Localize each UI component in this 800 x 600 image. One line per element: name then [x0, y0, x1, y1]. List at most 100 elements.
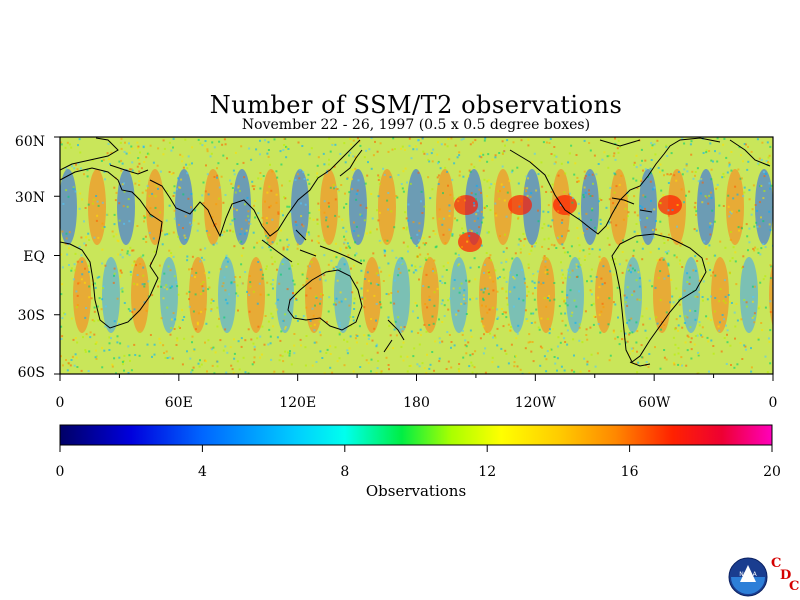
speckle-dot	[262, 223, 265, 226]
noaa-logo-ring	[728, 557, 768, 597]
speckle-dot	[65, 359, 67, 361]
speckle-dot	[454, 252, 457, 255]
speckle-dot	[202, 281, 205, 283]
speckle-dot	[642, 242, 644, 245]
speckle-dot	[281, 184, 283, 187]
speckle-dot	[694, 295, 697, 298]
speckle-dot	[143, 283, 146, 286]
speckle-dot	[241, 282, 244, 285]
speckle-dot	[728, 161, 731, 164]
speckle-dot	[230, 182, 233, 185]
speckle-dot	[677, 347, 680, 350]
speckle-dot	[451, 234, 454, 237]
speckle-dot	[491, 356, 494, 359]
speckle-dot	[188, 290, 191, 293]
speckle-dot	[636, 330, 639, 333]
coast-asia-south	[149, 139, 361, 238]
speckle-dot	[289, 350, 291, 353]
speckle-dot	[329, 366, 332, 369]
speckle-dot	[698, 324, 701, 327]
speckle-dot	[645, 361, 648, 363]
speckle-dot	[583, 139, 586, 142]
speckle-dot	[525, 175, 528, 178]
speckle-dot	[103, 170, 106, 173]
speckle-dot	[585, 328, 588, 331]
speckle-dot	[712, 352, 715, 355]
speckle-dot	[535, 308, 538, 311]
speckle-dot	[757, 307, 760, 310]
speckle-dot	[718, 152, 721, 155]
speckle-dot	[628, 319, 631, 322]
speckle-dot	[385, 356, 388, 359]
speckle-dot	[265, 265, 268, 268]
speckle-dot	[460, 302, 463, 305]
speckle-dot	[182, 166, 185, 169]
speckle-dot	[708, 150, 711, 152]
speckle-dot	[338, 333, 341, 336]
speckle-dot	[210, 302, 213, 305]
speckle-dot	[701, 201, 704, 204]
speckle-dot	[343, 263, 346, 266]
speckle-dot	[739, 342, 742, 344]
speckle-dot	[531, 245, 534, 248]
speckle-dot	[544, 265, 547, 268]
speckle-dot	[612, 331, 615, 334]
speckle-dot	[202, 181, 205, 184]
speckle-dot	[593, 315, 596, 318]
speckle-dot	[554, 362, 557, 365]
speckle-dot	[275, 308, 278, 311]
speckle-dot	[354, 158, 357, 161]
speckle-dot	[363, 156, 366, 159]
speckle-dot	[701, 296, 704, 298]
speckle-dot	[612, 273, 615, 276]
speckle-dot	[128, 354, 131, 357]
speckle-dot	[461, 333, 464, 336]
speckle-dot	[685, 164, 688, 167]
speckle-dot	[651, 144, 654, 147]
speckle-dot	[451, 178, 454, 181]
speckle-dot	[97, 204, 100, 207]
lon-label-60w: 60W	[638, 395, 671, 411]
speckle-dot	[89, 331, 92, 334]
speckle-dot	[667, 264, 670, 267]
lat-label-30n: 30N	[15, 190, 45, 206]
speckle-dot	[186, 255, 189, 258]
speckle-dot	[569, 192, 571, 195]
speckle-dot	[588, 142, 591, 144]
speckle-dot	[754, 204, 757, 206]
speckle-dot	[353, 302, 356, 305]
speckle-dot	[527, 266, 530, 269]
speckle-dot	[253, 345, 256, 348]
speckle-dot	[736, 363, 739, 366]
speckle-dot	[242, 247, 245, 250]
speckle-dot	[434, 246, 437, 249]
speckle-dot	[694, 269, 697, 272]
speckle-dot	[575, 305, 578, 308]
speckle-dot	[172, 318, 175, 320]
speckle-dot	[189, 221, 192, 224]
speckle-dot	[383, 251, 386, 254]
speckle-dot	[263, 239, 266, 242]
speckle-dot	[578, 212, 580, 215]
speckle-dot	[694, 310, 697, 312]
speckle-dot	[332, 266, 335, 269]
speckle-dot	[329, 150, 332, 153]
speckle-dot	[621, 338, 623, 341]
speckle-dot	[121, 249, 124, 251]
speckle-dot	[549, 225, 552, 228]
speckle-dot	[586, 338, 589, 341]
speckle-dot	[262, 175, 265, 177]
speckle-dot	[414, 265, 417, 268]
speckle-dot	[448, 334, 451, 336]
speckle-dot	[80, 369, 83, 372]
speckle-dot	[240, 345, 243, 348]
speckle-dot	[764, 306, 767, 309]
speckle-dot	[346, 247, 349, 249]
speckle-dot	[752, 184, 755, 187]
speckle-dot	[280, 163, 283, 166]
speckle-dot	[503, 150, 506, 153]
speckle-dot	[722, 299, 725, 302]
speckle-dot	[586, 280, 588, 283]
speckle-dot	[221, 143, 224, 146]
orbit-band-south	[363, 257, 381, 333]
